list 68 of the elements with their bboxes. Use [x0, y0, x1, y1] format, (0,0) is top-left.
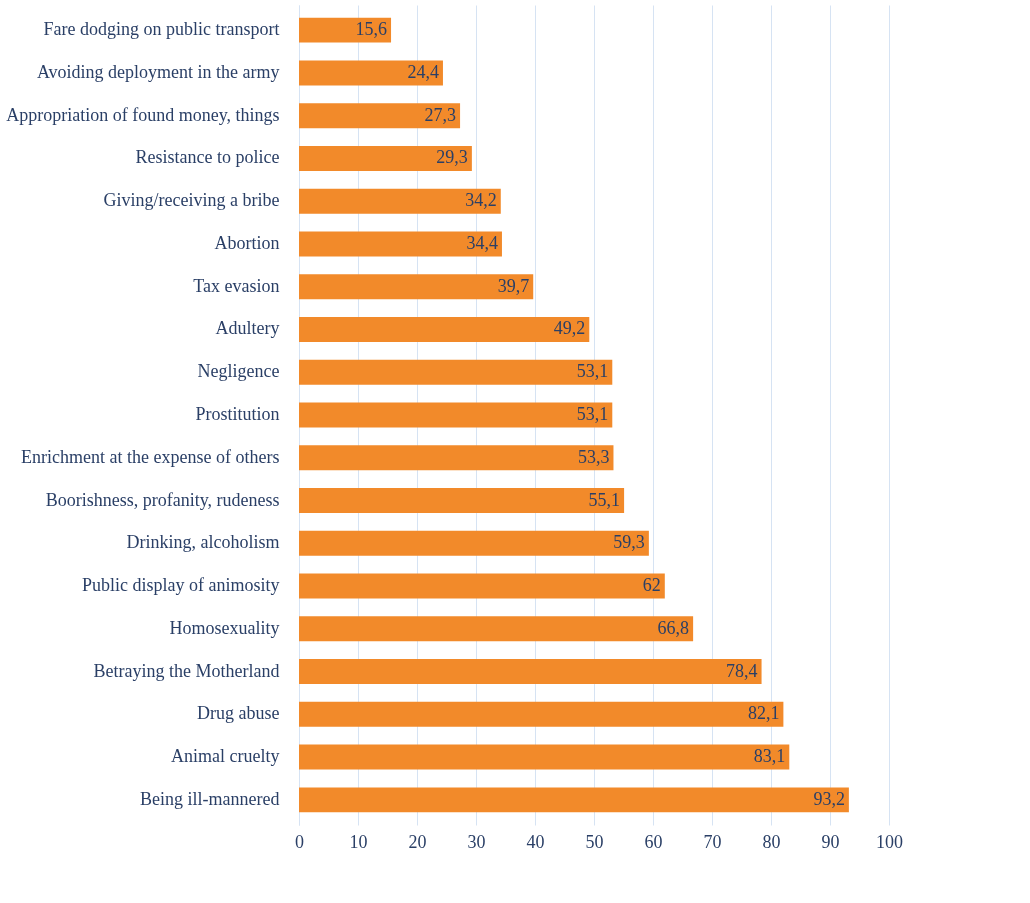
data-label: 15,6 [355, 19, 388, 40]
y-tick-label: Abortion [214, 232, 280, 253]
bar [299, 573, 665, 599]
bar [299, 274, 534, 300]
bar [299, 530, 649, 556]
y-tick-label: Animal cruelty [171, 746, 280, 767]
data-label: 49,2 [553, 318, 586, 339]
bar [299, 103, 461, 129]
y-tick-label: Tax evasion [193, 275, 280, 296]
bar [299, 17, 392, 43]
data-label: 53,1 [576, 404, 609, 424]
y-tick-label: Drinking, alcoholism [126, 532, 280, 553]
y-tick-label: Resistance to police [135, 147, 280, 168]
bar [299, 787, 849, 813]
bar [299, 231, 502, 257]
y-tick-label: Avoiding deployment in the army [36, 61, 280, 82]
x-tick-label: 10 [349, 831, 368, 852]
data-label: 39,7 [497, 275, 530, 296]
y-tick-label: Being ill-mannered [140, 788, 280, 809]
bar [299, 744, 790, 770]
bar [299, 616, 694, 642]
bar [299, 402, 613, 428]
x-tick-label: 100 [876, 831, 903, 852]
data-label: 27,3 [424, 104, 457, 125]
data-label: 53,1 [576, 361, 609, 382]
y-tick-label: Negligence [197, 361, 280, 382]
y-tick-label: Giving/receiving a bribe [103, 190, 280, 211]
x-tick-label: 40 [526, 831, 545, 852]
data-label: 93,2 [813, 788, 845, 809]
x-tick-label: 70 [703, 831, 722, 852]
bar [299, 359, 613, 385]
x-tick-label: 90 [821, 831, 840, 852]
bar [299, 659, 762, 684]
data-label: 53,3 [577, 446, 610, 467]
data-label: 83,1 [753, 746, 786, 767]
bar [299, 60, 443, 86]
y-tick-label: Prostitution [195, 404, 280, 424]
y-tick-label: Boorishness, profanity, rudeness [45, 489, 280, 510]
bar [299, 445, 614, 471]
x-tick-label: 0 [295, 831, 304, 852]
y-tick-label: Adultery [215, 318, 280, 339]
data-label: 29,3 [436, 147, 468, 168]
y-tick-label: Public display of animosity [82, 575, 280, 596]
data-label: 59,3 [613, 532, 645, 553]
data-label: 24,4 [407, 61, 439, 82]
bar [299, 188, 501, 214]
data-label: 34,4 [466, 232, 498, 253]
y-tick-label: Appropriation of found money, things [6, 104, 280, 125]
data-label: 82,1 [747, 703, 780, 724]
x-tick-label: 80 [762, 831, 781, 852]
x-tick-label: 20 [408, 831, 427, 852]
bar [299, 488, 625, 513]
bar [299, 701, 784, 727]
x-tick-label: 50 [585, 831, 604, 852]
y-tick-label: Homosexuality [169, 617, 280, 638]
data-label: 34,2 [465, 190, 497, 211]
data-label: 55,1 [588, 489, 621, 510]
bar [299, 317, 590, 342]
bar [299, 146, 472, 171]
y-tick-label: Fare dodging on public transport [43, 19, 280, 40]
x-tick-label: 60 [644, 831, 663, 852]
data-label: 62 [642, 575, 661, 596]
y-tick-label: Enrichment at the expense of others [21, 446, 280, 467]
y-tick-label: Betraying the Motherland [93, 660, 280, 681]
y-tick-label: Drug abuse [197, 703, 280, 724]
data-label: 66,8 [657, 617, 690, 638]
data-label: 78,4 [726, 660, 758, 681]
x-tick-label: 30 [467, 831, 486, 852]
